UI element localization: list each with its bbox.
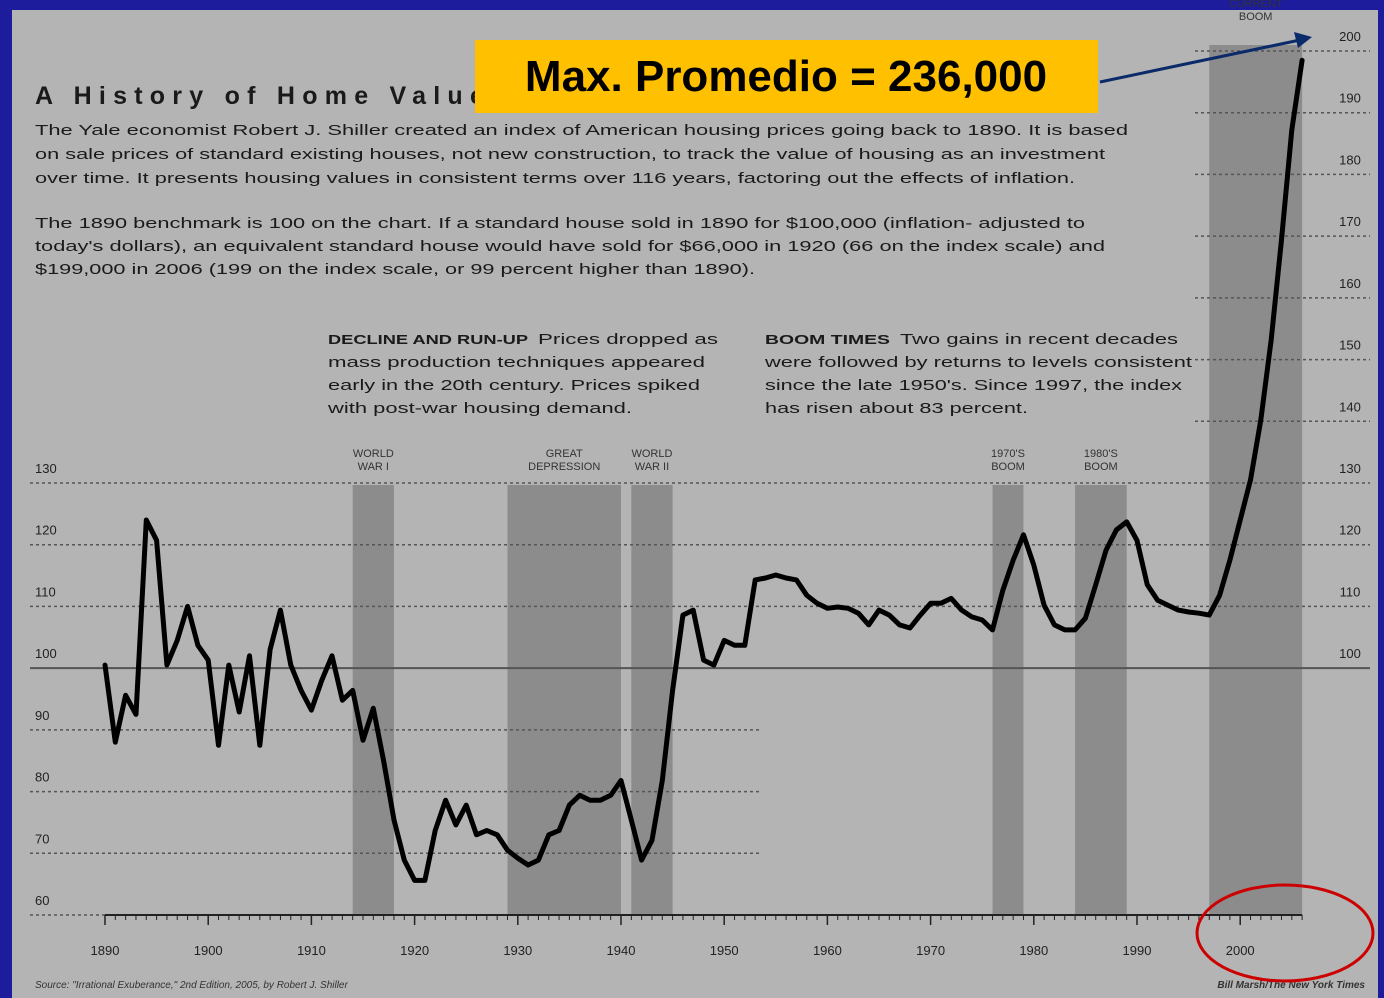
y2-tick-label: 160 bbox=[1339, 276, 1361, 291]
annotation-heading: BOOM TIMES bbox=[765, 332, 890, 347]
x-tick-label: 2000 bbox=[1226, 943, 1255, 958]
y2-tick-label: 190 bbox=[1339, 91, 1361, 106]
y2-tick-label: 110 bbox=[1340, 584, 1361, 599]
band bbox=[352, 485, 394, 915]
y-tick-label: 120 bbox=[35, 523, 57, 538]
y2-tick-label: 130 bbox=[1339, 461, 1361, 476]
callout-arrow bbox=[1099, 38, 1301, 84]
annotation-line: with post-war housing demand. bbox=[327, 400, 632, 417]
description-line: today's dollars), an equivalent standard… bbox=[35, 238, 1105, 255]
callout-box bbox=[475, 40, 1098, 113]
callout-text: Max. Promedio = 236,000 bbox=[525, 52, 1047, 101]
x-tick-label: 1990 bbox=[1123, 943, 1152, 958]
y2-tick-label: 140 bbox=[1339, 399, 1361, 414]
x-tick-label: 1940 bbox=[607, 943, 636, 958]
band-label: BOOM bbox=[1239, 11, 1273, 23]
credit: Bill Marsh/The New York Times bbox=[1217, 980, 1365, 991]
band-label: GREAT bbox=[546, 448, 583, 460]
x-tick-label: 1920 bbox=[400, 943, 429, 958]
x-tick-label: 1900 bbox=[194, 943, 223, 958]
annotation-line: Prices dropped as bbox=[538, 331, 718, 348]
x-tick-label: 1960 bbox=[813, 943, 842, 958]
band-label: CURRENT bbox=[1229, 0, 1283, 10]
band-label: WORLD bbox=[353, 448, 394, 460]
x-tick-label: 1970 bbox=[916, 943, 945, 958]
x-tick-label: 1950 bbox=[710, 943, 739, 958]
description-line: $199,000 in 2006 (199 on the index scale… bbox=[35, 261, 755, 278]
data-line bbox=[102, 57, 1305, 883]
y2-tick-label: 150 bbox=[1339, 338, 1361, 353]
band-label: WORLD bbox=[631, 448, 672, 460]
annotation-line: Two gains in recent decades bbox=[900, 331, 1178, 348]
annotation-line: mass production techniques appeared bbox=[328, 354, 705, 371]
y-tick-label: 80 bbox=[35, 770, 49, 785]
y-tick-label: 60 bbox=[35, 893, 49, 908]
annotation-heading: DECLINE AND RUN-UP bbox=[328, 332, 528, 347]
highlight-ellipse bbox=[1195, 883, 1375, 983]
x-tick-label: 1890 bbox=[91, 943, 120, 958]
callout-arrowhead bbox=[1294, 32, 1312, 48]
y-tick-label: 70 bbox=[35, 831, 49, 846]
annotation-line: since the late 1950's. Since 1997, the i… bbox=[765, 377, 1183, 394]
y-tick-label: 130 bbox=[35, 461, 57, 476]
band-label: WAR II bbox=[635, 461, 669, 473]
y2-tick-label: 120 bbox=[1339, 523, 1361, 538]
y-tick-label: 100 bbox=[35, 646, 57, 661]
plot: 1890 1900 1910 1920 1930 1940 1950 1960 1970 1980… bbox=[91, 57, 1305, 958]
band-label: WAR I bbox=[358, 461, 389, 473]
y-tick-label: 90 bbox=[35, 708, 49, 723]
description-line: The Yale economist Robert J. Shiller cre… bbox=[35, 122, 1128, 139]
band-label: 1970'S bbox=[991, 448, 1025, 460]
band-label: BOOM bbox=[991, 461, 1025, 473]
y2-tick-label: 180 bbox=[1339, 152, 1361, 167]
band bbox=[992, 485, 1024, 915]
band bbox=[507, 485, 621, 915]
x-tick-label: 1910 bbox=[297, 943, 326, 958]
x-tick-label: 1980 bbox=[1019, 943, 1048, 958]
band-label: DEPRESSION bbox=[528, 461, 600, 473]
y2-tick-label: 100 bbox=[1339, 646, 1361, 661]
band bbox=[1075, 485, 1127, 915]
y2-tick-label: 200 bbox=[1339, 29, 1361, 44]
band-label: 1980'S bbox=[1084, 448, 1118, 460]
y2-tick-label: 170 bbox=[1339, 214, 1361, 229]
description-line: The 1890 benchmark is 100 on the chart. … bbox=[35, 215, 1085, 232]
x-tick-label: 1930 bbox=[503, 943, 532, 958]
annotation-line: has risen about 83 percent. bbox=[765, 400, 1028, 417]
band-label: BOOM bbox=[1084, 461, 1118, 473]
description-line: on sale prices of standard existing hous… bbox=[35, 146, 1106, 163]
annotation-line: were followed by returns to levels consi… bbox=[764, 354, 1194, 371]
source: Source: "Irrational Exuberance," 2nd Edi… bbox=[35, 980, 348, 991]
y-tick-label: 110 bbox=[35, 584, 56, 599]
annotation-line: early in the 20th century. Prices spiked bbox=[328, 377, 700, 394]
background bbox=[12, 10, 1378, 998]
description-line: over time. It presents housing values in… bbox=[35, 170, 1075, 187]
